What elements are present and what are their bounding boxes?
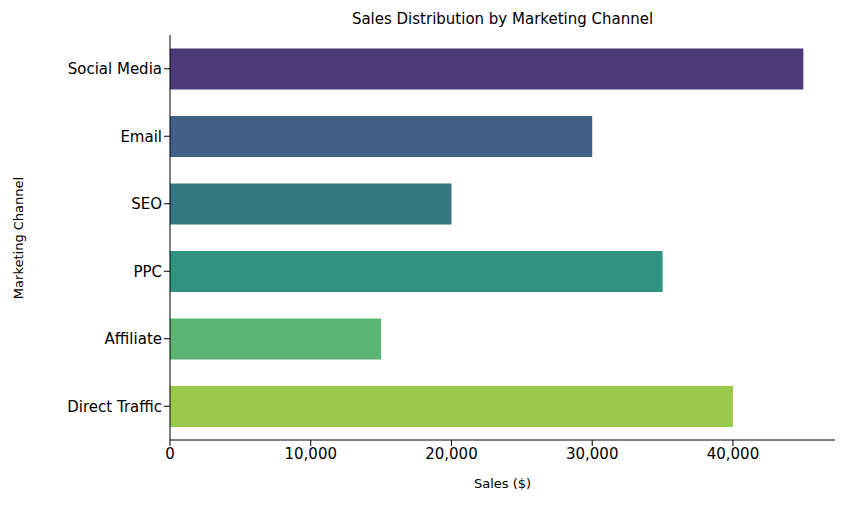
svg-text:Email: Email (120, 128, 162, 146)
svg-text:30,000: 30,000 (566, 445, 619, 463)
svg-text:Affiliate: Affiliate (105, 330, 162, 348)
html-text:Sales ($): Sales ($) (473, 476, 532, 491)
svg-text:0: 0 (165, 445, 175, 463)
svg-text:10,000: 10,000 (284, 445, 337, 463)
html-text:Marketing Channel: Marketing Channel (10, 176, 26, 299)
svg-text:Social Media: Social Media (68, 60, 162, 78)
svg-text:PPC: PPC (133, 263, 162, 281)
svg-text:Direct Traffic: Direct Traffic (67, 398, 162, 416)
svg-text:SEO: SEO (131, 195, 162, 213)
html-text:Sales Distribution by Marketin: Sales Distribution by Marketing Channel (351, 10, 654, 28)
svg-text:40,000: 40,000 (707, 445, 760, 463)
svg-text:20,000: 20,000 (425, 445, 478, 463)
